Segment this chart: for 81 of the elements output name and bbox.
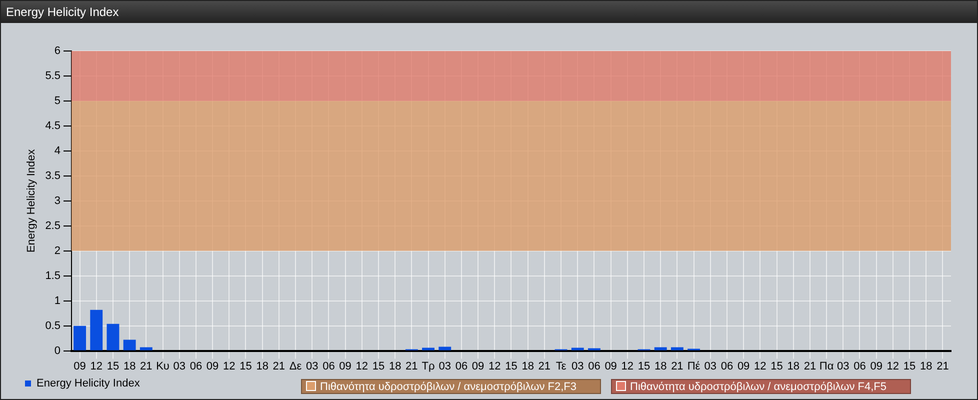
bar — [74, 326, 86, 350]
bar — [106, 324, 120, 350]
legend-label: Energy Helicity Index — [36, 378, 140, 390]
x-tick-label: 03 — [173, 360, 186, 372]
x-tick-label: 15 — [638, 360, 650, 372]
x-tick-label: 21 — [406, 360, 418, 372]
y-tick-label: 3.5 — [45, 170, 60, 182]
y-tick-label: 3 — [54, 194, 60, 207]
bar — [571, 348, 584, 350]
x-tick-label: 21 — [936, 360, 949, 372]
x-tick-label: 18 — [787, 360, 800, 372]
x-tick-label: 06 — [190, 360, 202, 372]
x-tick-label: 21 — [804, 360, 816, 372]
x-tick-label: Τε — [556, 360, 566, 372]
y-tick-label: 6 — [54, 45, 60, 58]
x-tick-label: 18 — [256, 360, 268, 372]
x-tick-label: 12 — [621, 360, 634, 372]
x-tick-label: 09 — [74, 360, 86, 372]
y-tick-label: 1 — [54, 294, 60, 307]
y-tick-label: 2 — [54, 244, 60, 257]
x-tick-label: 18 — [654, 360, 667, 372]
y-tick-label: 2.5 — [45, 220, 60, 232]
y-tick-label: 1.5 — [45, 270, 60, 282]
x-tick-label: 15 — [372, 360, 385, 372]
chart-title: Energy Helicity Index — [1, 1, 977, 23]
bar — [422, 348, 434, 350]
x-tick-label: 09 — [339, 360, 352, 372]
x-tick-label: 21 — [671, 360, 684, 372]
x-tick-label: 09 — [604, 360, 617, 372]
x-tick-label: Δε — [289, 360, 302, 372]
x-tick-label: 06 — [455, 360, 468, 372]
legend-label: Πιθανότητα υδροστρόβιλων / ανεμοστρόβιλων F2,F3 — [320, 381, 576, 393]
x-tick-label: 12 — [886, 360, 900, 372]
x-tick-label: 18 — [123, 360, 136, 372]
bar — [140, 347, 152, 350]
x-tick-label: 12 — [223, 360, 236, 372]
x-tick-label: 06 — [588, 360, 600, 372]
x-tick-label: 21 — [538, 360, 551, 372]
bar — [123, 340, 136, 350]
y-axis-title: Energy Helicity Index — [26, 148, 38, 253]
x-tick-label: Πα — [819, 360, 834, 372]
x-tick-label: 03 — [704, 360, 717, 372]
x-tick-label: 21 — [140, 360, 152, 372]
x-tick-label: Τρ — [422, 360, 435, 372]
x-tick-label: 06 — [322, 360, 335, 372]
x-tick-label: 03 — [572, 360, 584, 372]
x-tick-label: 09 — [737, 360, 750, 372]
x-tick-label: 03 — [837, 360, 850, 372]
x-tick-label: 15 — [240, 360, 252, 372]
y-tick-label: 0.5 — [45, 320, 60, 332]
y-tick-label: 5.5 — [45, 70, 60, 82]
x-tick-label: 06 — [720, 360, 734, 372]
y-tick-label: 5 — [54, 95, 60, 107]
x-tick-label: 18 — [388, 360, 402, 372]
bar — [438, 346, 452, 350]
y-tick-label: 0 — [54, 344, 60, 357]
x-tick-label: 18 — [920, 360, 932, 372]
bar — [90, 310, 103, 350]
bar — [654, 347, 667, 350]
x-tick-label: 15 — [770, 360, 783, 372]
x-tick-label: 12 — [754, 360, 766, 372]
x-tick-label: 15 — [106, 360, 120, 372]
x-tick-label: 15 — [903, 360, 916, 372]
x-tick-label: Κυ — [156, 360, 170, 372]
y-tick-label: 4 — [54, 144, 60, 157]
legend-label: Πιθανότητα υδροστρόβιλων / ανεμοστρόβιλων F4,F5 — [630, 381, 886, 393]
x-tick-label: 21 — [272, 360, 286, 372]
x-tick-label: 18 — [522, 360, 534, 372]
x-tick-label: 15 — [505, 360, 518, 372]
x-tick-label: 09 — [206, 360, 219, 372]
x-tick-label: 09 — [472, 360, 484, 372]
y-tick-label: 4.5 — [45, 120, 60, 132]
x-tick-label: 03 — [438, 360, 451, 372]
x-tick-label: Πέ — [687, 360, 700, 372]
bar — [670, 347, 684, 350]
x-tick-label: 12 — [90, 360, 103, 372]
x-tick-label: 06 — [854, 360, 866, 372]
x-tick-label: 12 — [488, 360, 501, 372]
x-tick-label: 12 — [356, 360, 368, 372]
x-tick-label: 09 — [870, 360, 882, 372]
x-tick-label: 03 — [306, 360, 318, 372]
